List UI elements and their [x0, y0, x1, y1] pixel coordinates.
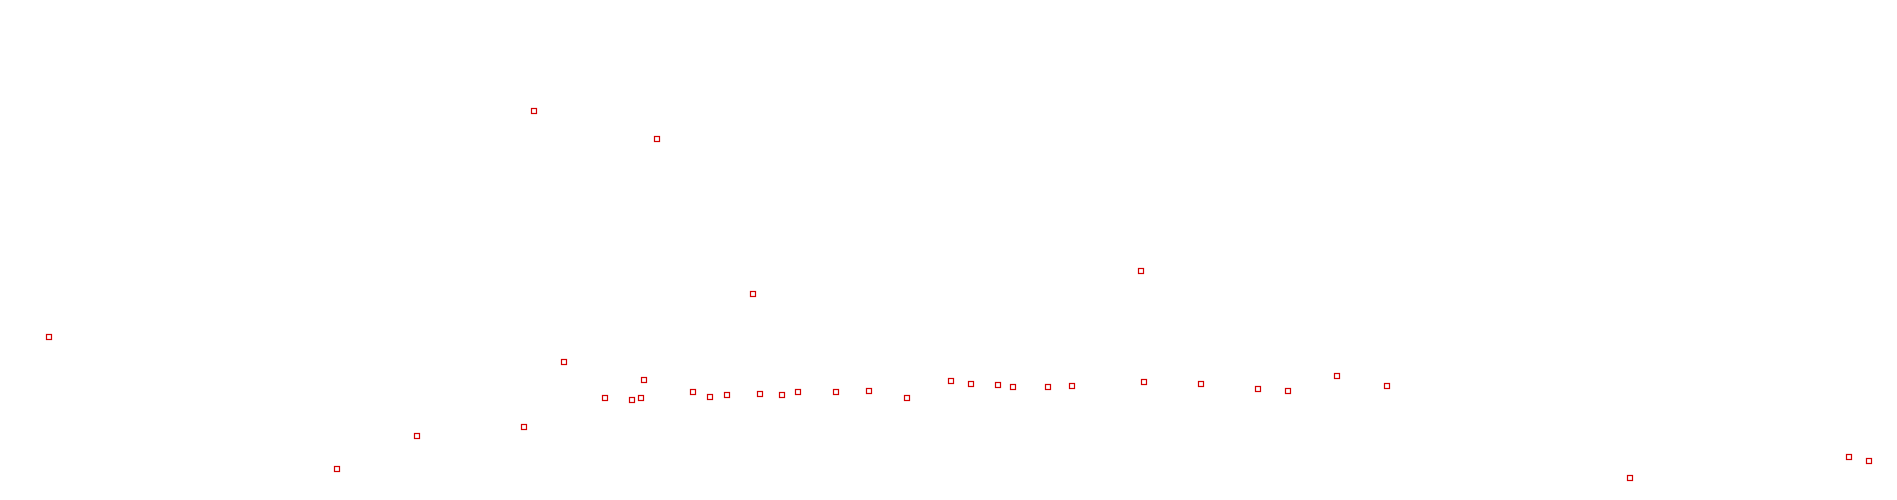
point	[1197, 380, 1205, 388]
point	[1254, 385, 1262, 393]
point	[756, 390, 764, 398]
point	[1137, 267, 1145, 275]
point	[794, 388, 802, 396]
point	[1068, 382, 1076, 390]
point	[1626, 474, 1634, 482]
point	[1383, 382, 1391, 390]
point	[1284, 387, 1292, 395]
point	[45, 333, 53, 341]
point	[601, 394, 609, 402]
point	[637, 394, 645, 402]
point	[560, 358, 568, 366]
point	[1865, 457, 1873, 465]
point	[1044, 383, 1052, 391]
point	[749, 290, 757, 298]
point	[903, 394, 911, 402]
point	[333, 465, 341, 473]
point	[865, 387, 873, 395]
point	[706, 393, 714, 401]
point	[640, 376, 648, 384]
point	[520, 423, 528, 431]
point	[1140, 378, 1148, 386]
point	[530, 107, 538, 115]
point	[1845, 453, 1853, 461]
point	[832, 388, 840, 396]
point	[967, 380, 975, 388]
point	[628, 396, 636, 404]
point	[653, 135, 661, 143]
point	[689, 388, 697, 396]
point	[947, 377, 955, 385]
point	[1333, 372, 1341, 380]
point	[994, 381, 1002, 389]
point	[778, 391, 786, 399]
point	[1009, 383, 1017, 391]
point	[413, 432, 421, 440]
point	[723, 391, 731, 399]
